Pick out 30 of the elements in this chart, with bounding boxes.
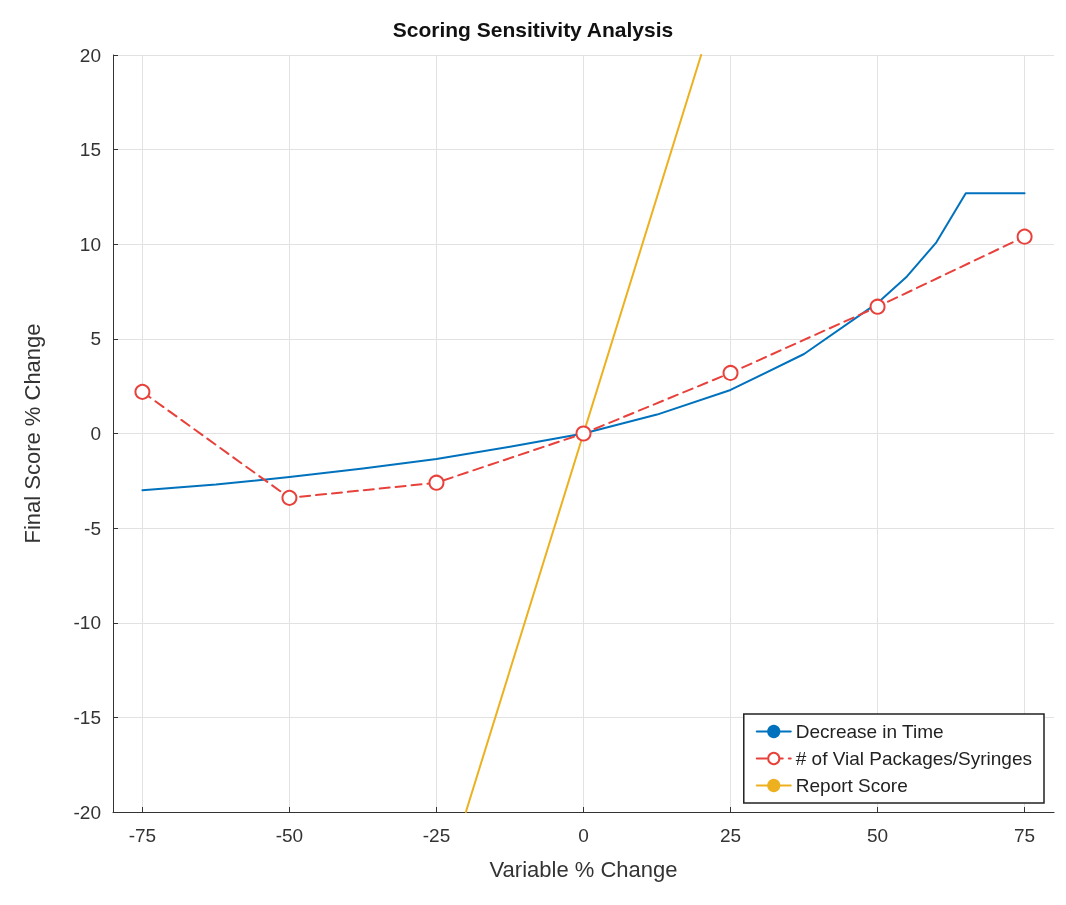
x-tick-label: 50 (866, 825, 889, 846)
point (722, 364, 739, 381)
y-tick-label: -20 (73, 801, 101, 823)
y-tick-label: 15 (79, 139, 101, 161)
point (281, 489, 298, 506)
chart-title: Scoring Sensitivity Analysis (392, 18, 674, 41)
y-tick-label: 10 (79, 233, 101, 255)
legend-label: Decrease in Time (795, 721, 944, 742)
x-tick-label: -50 (275, 825, 304, 846)
x-tick-label: -75 (128, 825, 157, 846)
y-tick-label: -10 (73, 612, 101, 634)
point (1016, 228, 1033, 245)
x-tick-label: 75 (1014, 825, 1036, 846)
x-axis-title: Variable % Change (489, 856, 678, 882)
point (428, 474, 445, 491)
point (869, 298, 886, 315)
y-tick-label: 5 (90, 328, 101, 350)
y-tick-label: -5 (84, 517, 101, 539)
y-axis-title: Final Score % Change (19, 323, 45, 544)
x-tick-label: 0 (578, 825, 589, 846)
y-tick-label: -15 (73, 706, 101, 728)
y-tick-label: 0 (90, 423, 101, 444)
x-tick-label: -25 (422, 825, 451, 846)
point (575, 425, 592, 442)
x-tick-label: 25 (719, 825, 742, 846)
line-series (141, 192, 1026, 492)
y-tick-label: 20 (79, 44, 101, 66)
legend-label: # of Vial Packages/Syringes (795, 748, 1033, 769)
point (134, 383, 151, 400)
legend-label: Report Score (795, 775, 908, 796)
